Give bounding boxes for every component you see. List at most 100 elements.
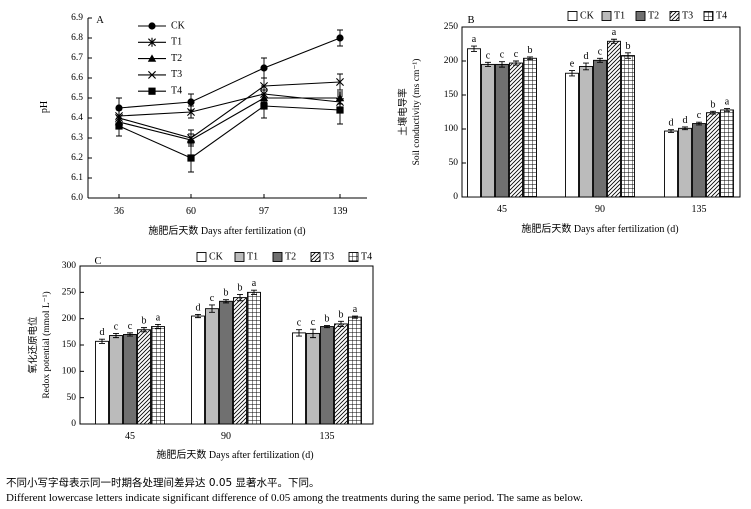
- data-point-ck: [336, 34, 344, 42]
- panel-b-y-tick-label: 250: [444, 22, 459, 32]
- panel-a-line-chart: 6.0 6.1 6.2 6.3 6.4 6.5 6.6 6.7 6.8 6.9 36 60 97 139 施…: [39, 13, 367, 237]
- legend-label-ck: CK: [209, 251, 224, 262]
- legend-marker-t4: [148, 87, 156, 95]
- panel-a-y-tick-label: 6.6: [71, 73, 83, 83]
- bar-t2: [123, 334, 137, 425]
- bar-t3: [706, 112, 720, 198]
- panel-b-x-tick-label: 90: [595, 204, 605, 215]
- error-bar-ck: [99, 338, 105, 344]
- legend-label-t1: T1: [171, 37, 182, 48]
- legend-swatch-t4: [703, 11, 714, 21]
- bar-t4: [720, 109, 734, 198]
- legend-marker-ck: [148, 22, 156, 30]
- significance-letter: c: [500, 50, 505, 61]
- legend-swatch-t1: [601, 11, 612, 21]
- error-bar-t4: [724, 108, 730, 112]
- data-point-ck: [187, 98, 195, 106]
- significance-letter: c: [514, 49, 519, 60]
- significance-letter: d: [196, 302, 201, 313]
- panel-c-x-tick-label: 135: [320, 431, 335, 442]
- series-line-t3: [118, 81, 341, 139]
- panel-a-x-axis-title: 施肥后天数 Days after fertilization (d): [148, 224, 305, 237]
- panel-c-x-tick-label: 90: [221, 431, 231, 442]
- bar-t2: [320, 326, 334, 425]
- data-point-t1: [187, 107, 195, 117]
- legend-label-t1: T1: [247, 251, 258, 262]
- panel-c-x-axis-title: 施肥后天数 Days after fertilization (d): [156, 448, 313, 461]
- panel-b-x-tick-label: 135: [692, 204, 707, 215]
- error-bar-t4: [251, 289, 257, 295]
- legend-swatch-ck: [196, 252, 207, 262]
- panel-c-y-tick-label: 150: [62, 340, 77, 350]
- bar-t1: [109, 335, 123, 425]
- error-bar-t1: [583, 62, 589, 71]
- bar-t4: [247, 291, 261, 425]
- bar-t4: [621, 55, 635, 198]
- legend-swatch-t3: [669, 11, 680, 21]
- error-bar-t2: [223, 299, 229, 304]
- error-bar-t3: [710, 110, 716, 115]
- significance-letter: b: [325, 314, 330, 325]
- bar-ck: [664, 130, 678, 198]
- panel-c-y-tick-label: 50: [67, 393, 77, 403]
- data-point-t3: [336, 78, 344, 86]
- panel-a-label: A: [96, 15, 104, 26]
- panel-c-y-tick-label: 200: [62, 314, 77, 324]
- panel-a-y-tick-label: 6.3: [71, 133, 83, 143]
- panel-a-y-tick-label: 6.1: [71, 173, 83, 183]
- bar-t3: [607, 40, 621, 198]
- data-point-t4: [260, 102, 268, 110]
- bar-ck: [565, 72, 579, 198]
- legend-swatch-ck: [567, 11, 578, 21]
- figure-canvas: 6.0 6.1 6.2 6.3 6.4 6.5 6.6 6.7 6.8 6.9 36 60 97 139 施…: [27, 10, 741, 461]
- legend-label-t3: T3: [323, 251, 334, 262]
- legend-swatch-t3: [310, 252, 321, 262]
- panel-a-y-tick-label: 6.7: [71, 53, 83, 63]
- bar-t2: [219, 300, 233, 425]
- error-bar-ck: [569, 70, 575, 77]
- panel-b-y-axis-title-en: Soil conductivity (ms cm⁻¹): [411, 59, 422, 166]
- bar-ck: [467, 48, 481, 198]
- significance-letter: c: [311, 317, 316, 328]
- significance-letter: a: [156, 312, 161, 323]
- legend-label-t1: T1: [614, 10, 625, 21]
- significance-letter: b: [626, 41, 631, 52]
- bar-t3: [233, 297, 247, 425]
- panel-b-label: B: [467, 15, 474, 26]
- error-bar-t4: [155, 324, 161, 330]
- caption-chinese: 不同小写字母表示同一时期各处理间差异达 0.05 显著水平。下同。: [6, 477, 320, 489]
- panel-b-y-tick-label: 0: [453, 192, 458, 202]
- error-bar-t4: [352, 315, 358, 319]
- legend-label-ck: CK: [580, 10, 595, 21]
- bar-t2: [593, 59, 607, 198]
- bar-t4: [151, 326, 165, 425]
- panel-a-x-tick-label: 60: [186, 206, 196, 217]
- panel-a-y-axis-title: pH: [39, 101, 50, 113]
- error-bar-t2: [127, 332, 133, 337]
- series-line-ck: [118, 37, 341, 109]
- legend-label-t3: T3: [171, 69, 182, 80]
- error-bar-ck: [668, 129, 674, 133]
- bar-t1: [678, 127, 692, 198]
- legend-marker-t2: [147, 54, 157, 62]
- data-point-t4: [187, 154, 195, 162]
- data-point-t4: [115, 122, 123, 130]
- panel-a-y-tick-label: 6.8: [71, 33, 83, 43]
- legend-label-t2: T2: [648, 10, 659, 21]
- significance-letter: b: [224, 288, 229, 299]
- panel-a-y-tick-label: 6.2: [71, 153, 83, 163]
- error-bar-t4: [527, 56, 533, 61]
- error-bar-t2: [597, 57, 603, 63]
- significance-letter: c: [114, 321, 119, 332]
- series-line-t4: [118, 105, 341, 159]
- significance-letter: a: [725, 97, 730, 108]
- error-bar-t3: [513, 60, 519, 66]
- legend-swatch-t2: [635, 11, 646, 21]
- significance-letter: a: [353, 304, 358, 315]
- panel-a-x-tick-label: 36: [114, 206, 124, 217]
- legend-swatch-t1: [234, 252, 245, 262]
- error-bar-t1: [310, 328, 316, 339]
- significance-letter: d: [669, 118, 674, 129]
- bar-t3: [509, 62, 523, 198]
